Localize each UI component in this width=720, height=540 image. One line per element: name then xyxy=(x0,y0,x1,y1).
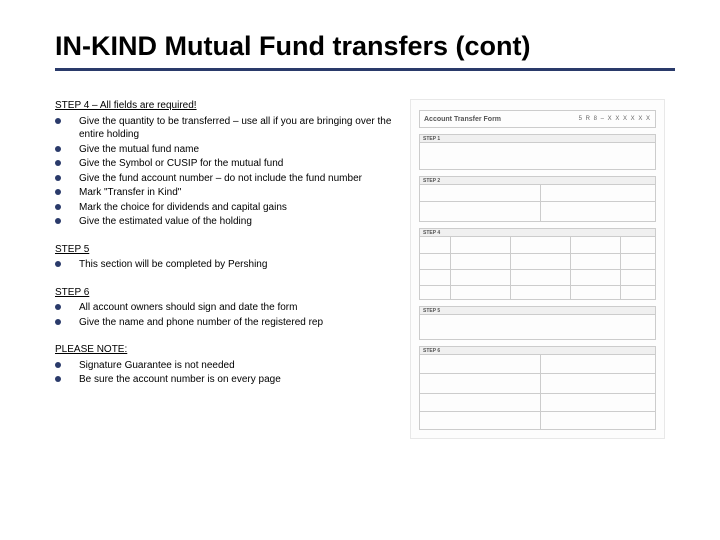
form-section-bar: STEP 5 xyxy=(420,307,655,315)
list-item-text: Give the estimated value of the holding xyxy=(79,216,252,227)
form-section: STEP 4 xyxy=(419,228,656,300)
list-item-text: Give the quantity to be transferred – us… xyxy=(79,116,391,141)
text-column: STEP 4 – All fields are required! Give t… xyxy=(55,99,400,439)
list-item: Give the name and phone number of the re… xyxy=(55,316,400,330)
form-account-placeholder: 5 R 8 – X X X X X X xyxy=(579,116,651,122)
list-item: Give the Symbol or CUSIP for the mutual … xyxy=(55,157,400,171)
form-section: STEP 1 xyxy=(419,134,656,170)
list-item: Give the fund account number – do not in… xyxy=(55,172,400,186)
list-item: Give the mutual fund name xyxy=(55,143,400,157)
title-underline xyxy=(55,68,675,71)
step4-heading: STEP 4 – All fields are required! xyxy=(55,99,400,113)
list-item: Give the estimated value of the holding xyxy=(55,215,400,229)
form-section-bar: STEP 4 xyxy=(420,229,655,237)
list-item-text: Mark the choice for dividends and capita… xyxy=(79,202,287,213)
form-section-bar: STEP 1 xyxy=(420,135,655,143)
list-item: Mark the choice for dividends and capita… xyxy=(55,201,400,215)
list-item-text: Signature Guarantee is not needed xyxy=(79,360,235,371)
list-item: Mark "Transfer in Kind" xyxy=(55,186,400,200)
step5-list: This section will be completed by Pershi… xyxy=(55,258,400,272)
list-item: Give the quantity to be transferred – us… xyxy=(55,115,400,142)
note-list: Signature Guarantee is not needed Be sur… xyxy=(55,359,400,387)
list-item-text: Mark "Transfer in Kind" xyxy=(79,187,181,198)
form-title-label: Account Transfer Form xyxy=(424,116,501,123)
note-heading: PLEASE NOTE: xyxy=(55,343,400,357)
list-item: This section will be completed by Pershi… xyxy=(55,258,400,272)
step4-list: Give the quantity to be transferred – us… xyxy=(55,115,400,229)
list-item: All account owners should sign and date … xyxy=(55,301,400,315)
form-section-bar: STEP 2 xyxy=(420,177,655,185)
title-block: IN-KIND Mutual Fund transfers (cont) xyxy=(55,30,680,71)
step6-heading: STEP 6 xyxy=(55,286,400,300)
list-item-text: Be sure the account number is on every p… xyxy=(79,374,281,385)
list-item: Be sure the account number is on every p… xyxy=(55,373,400,387)
form-section: STEP 6 xyxy=(419,346,656,430)
form-section: STEP 5 xyxy=(419,306,656,340)
list-item-text: This section will be completed by Pershi… xyxy=(79,259,267,270)
list-item-text: Give the Symbol or CUSIP for the mutual … xyxy=(79,158,283,169)
form-preview-column: Account Transfer Form 5 R 8 – X X X X X … xyxy=(410,99,670,439)
list-item-text: Give the fund account number – do not in… xyxy=(79,173,362,184)
list-item-text: Give the name and phone number of the re… xyxy=(79,317,323,328)
slide: IN-KIND Mutual Fund transfers (cont) STE… xyxy=(0,0,720,540)
form-header: Account Transfer Form 5 R 8 – X X X X X … xyxy=(419,110,656,128)
list-item-text: Give the mutual fund name xyxy=(79,144,199,155)
step6-list: All account owners should sign and date … xyxy=(55,301,400,329)
body-columns: STEP 4 – All fields are required! Give t… xyxy=(55,99,680,439)
form-section: STEP 2 xyxy=(419,176,656,222)
step5-heading: STEP 5 xyxy=(55,243,400,257)
form-thumbnail: Account Transfer Form 5 R 8 – X X X X X … xyxy=(410,99,665,439)
list-item: Signature Guarantee is not needed xyxy=(55,359,400,373)
form-section-bar: STEP 6 xyxy=(420,347,655,355)
list-item-text: All account owners should sign and date … xyxy=(79,302,297,313)
page-title: IN-KIND Mutual Fund transfers (cont) xyxy=(55,30,680,62)
